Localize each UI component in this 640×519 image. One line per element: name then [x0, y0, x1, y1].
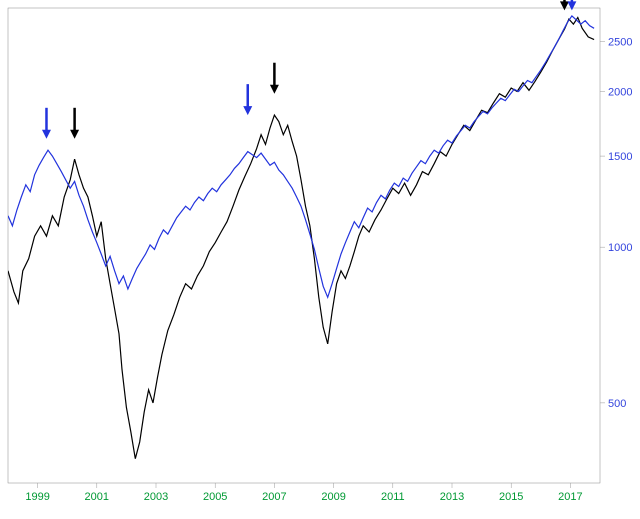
- x-tick-label: 2001: [85, 491, 109, 503]
- y-tick-label: 500: [608, 398, 626, 410]
- x-tick-label: 2007: [262, 491, 286, 503]
- x-tick-label: 2009: [321, 491, 345, 503]
- x-tick-label: 2015: [499, 491, 523, 503]
- y-tick-label: 1500: [608, 151, 632, 163]
- y-tick-label: 2500: [608, 36, 632, 48]
- chart-svg: 1999 2001 2003 2005 2007 2009 2011 2013 2015 2017…: [0, 0, 640, 519]
- price-chart: 1999 2001 2003 2005 2007 2009 2011 2013 2015 2017…: [0, 0, 640, 519]
- x-tick-label: 2013: [440, 491, 464, 503]
- x-tick-label: 2011: [381, 491, 405, 503]
- x-tick-label: 2003: [144, 491, 168, 503]
- x-tick-label: 1999: [25, 491, 49, 503]
- chart-bg: [0, 0, 640, 519]
- x-tick-label: 2017: [558, 491, 582, 503]
- y-tick-label: 1000: [608, 242, 632, 254]
- y-tick-label: 2000: [608, 86, 632, 98]
- x-tick-label: 2005: [203, 491, 227, 503]
